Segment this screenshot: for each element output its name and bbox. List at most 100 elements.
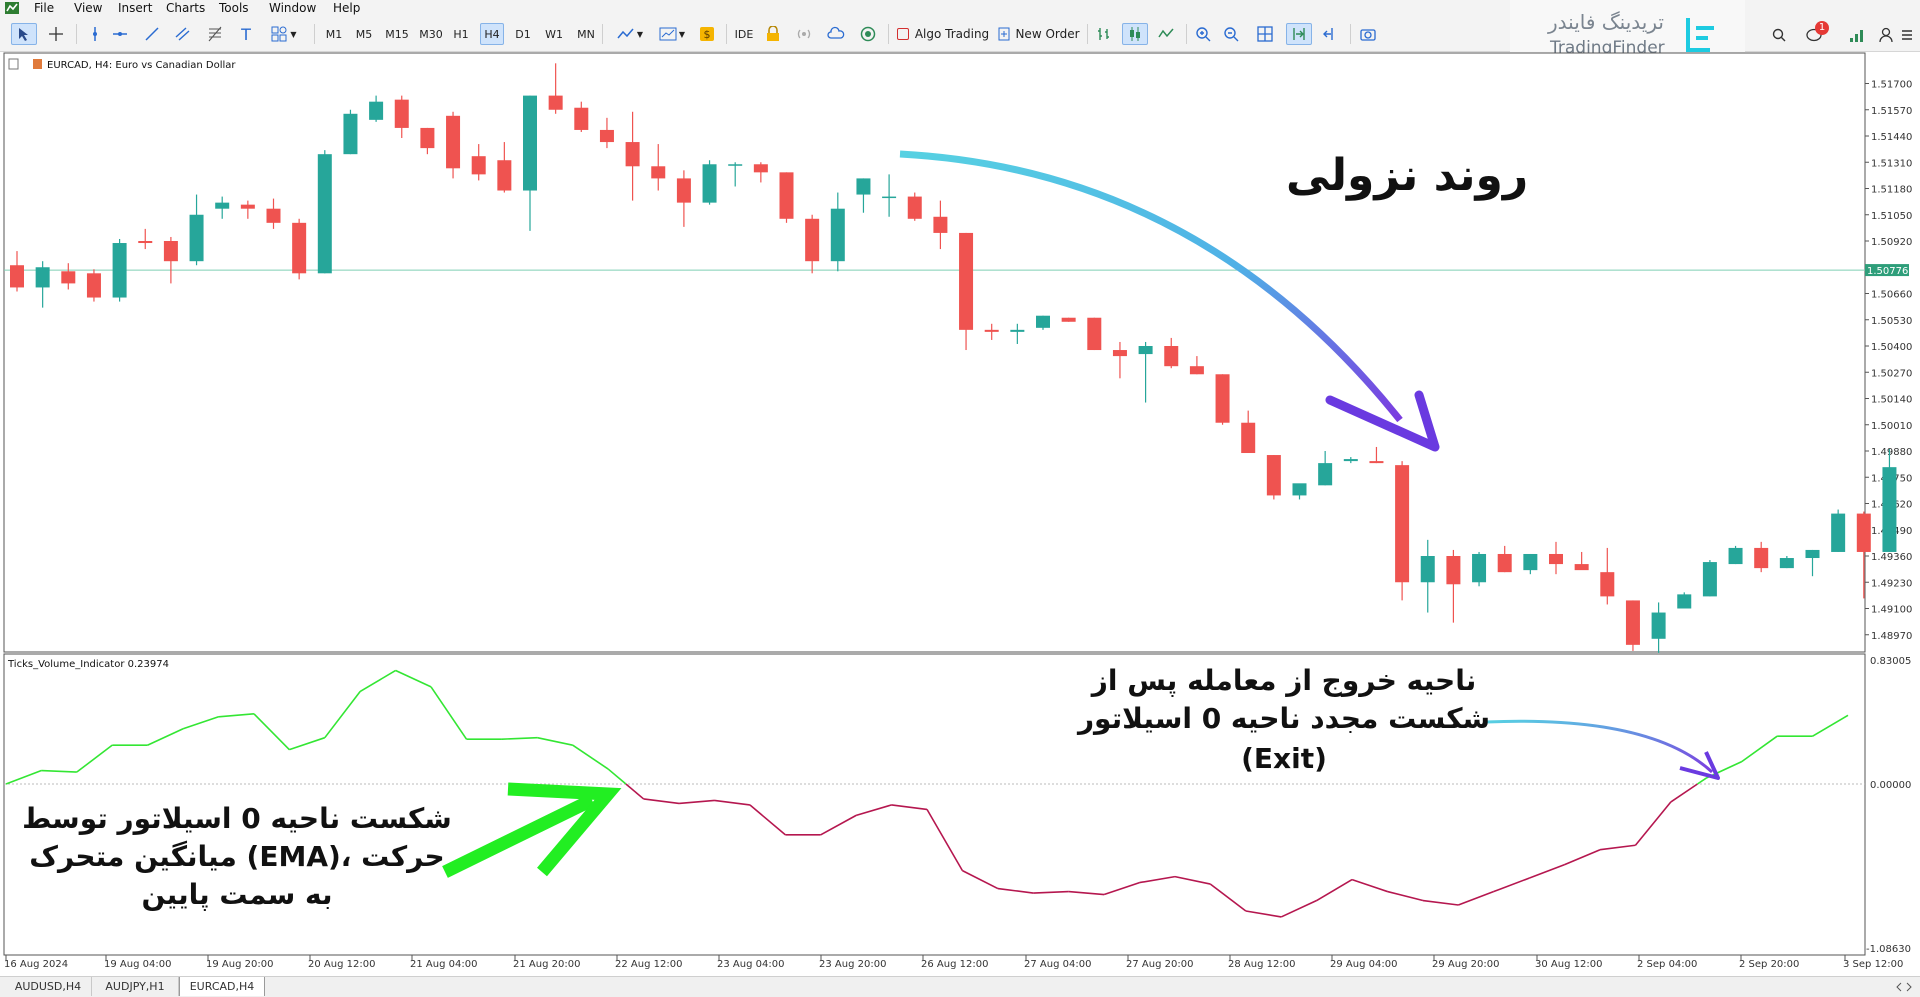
autoscroll-button[interactable] [1286, 23, 1312, 45]
indicators-button[interactable]: ▼ [654, 23, 690, 45]
oscillator-segment [1634, 801, 1672, 846]
oscillator-segment [41, 769, 77, 773]
quick-trade-icon[interactable] [33, 59, 42, 69]
candle [933, 200, 948, 250]
lock-button[interactable] [763, 23, 783, 45]
tab-audjpy-h1[interactable]: AUDJPY,H1 [92, 977, 179, 996]
bar-chart-button[interactable] [1093, 23, 1115, 45]
line-chart-icon [617, 28, 634, 39]
candle [1292, 483, 1307, 500]
menu-window[interactable]: Window [269, 1, 317, 15]
candle [1600, 547, 1615, 605]
zoom-in-button[interactable] [1192, 23, 1214, 45]
tile-windows-button[interactable] [1254, 23, 1276, 45]
candle [1164, 337, 1179, 369]
candle [1805, 549, 1820, 577]
candle [856, 178, 871, 213]
menu-tools[interactable]: Tools [219, 1, 249, 15]
search-icon[interactable] [1772, 28, 1786, 42]
cursor-tool-button[interactable] [11, 23, 37, 45]
candle [523, 95, 537, 231]
time-label: 23 Aug 20:00 [819, 959, 886, 970]
candle [1625, 600, 1640, 651]
menu-view[interactable]: View [74, 1, 103, 15]
chart-type-button[interactable]: ▼ [612, 23, 648, 45]
menu-icon[interactable] [1900, 28, 1914, 42]
candle [1446, 549, 1461, 623]
account-icon[interactable] [1878, 27, 1894, 43]
fibonacci-button[interactable] [204, 23, 226, 45]
break-arrowhead-icon [507, 782, 622, 877]
menu-charts[interactable]: Charts [166, 1, 206, 15]
oscillator-segment [1564, 848, 1601, 866]
candlestick-series [10, 63, 1897, 653]
algo-trading-button[interactable]: Algo Trading [894, 23, 992, 45]
timeframe-m15-button[interactable]: M15 [385, 27, 409, 41]
chart-shift-button[interactable] [1319, 23, 1341, 45]
price-label: 1.50660 [1871, 290, 1912, 301]
messages-icon[interactable] [1806, 28, 1822, 42]
text-tool-button[interactable]: T [236, 23, 256, 45]
oscillator-segment [324, 690, 361, 739]
vertical-line-button[interactable] [84, 23, 106, 45]
crosshair-button[interactable] [44, 23, 68, 45]
timeframe-m1-button[interactable]: M1 [325, 27, 343, 41]
cloud-button[interactable] [825, 23, 847, 45]
dollar-icon: $ [700, 27, 714, 41]
line-mode-button[interactable] [1155, 23, 1177, 45]
signal-button[interactable] [793, 23, 815, 45]
timeframe-m5-button[interactable]: M5 [355, 27, 373, 41]
zoom-out-button[interactable] [1220, 23, 1242, 45]
channel-button[interactable] [171, 23, 193, 45]
candle [1472, 551, 1487, 587]
time-axis[interactable]: 16 Aug 2024 19 Aug 04:00 19 Aug 20:00 20 Au… [4, 955, 1903, 970]
market-button[interactable]: $ [697, 23, 717, 45]
chart-canvas[interactable]: 1.51700 1.51570 1.51440 1.51310 1.51180 1.510… [0, 52, 1920, 978]
horizontal-line-button[interactable] [109, 23, 131, 45]
tab-eurcad-h4[interactable]: EURCAD,H4 [179, 977, 265, 996]
ide-button[interactable]: IDE [734, 27, 754, 41]
tabs-scroll-icon[interactable] [1896, 981, 1912, 993]
menu-insert[interactable]: Insert [118, 1, 153, 15]
candle [1318, 451, 1333, 486]
screenshot-button[interactable] [1357, 23, 1379, 45]
vps-button[interactable] [857, 23, 879, 45]
candle [676, 170, 691, 227]
candle [1728, 545, 1743, 565]
candle [625, 111, 640, 201]
oscillator-segment [678, 799, 715, 805]
zoom-out-icon [1224, 27, 1239, 42]
timeframe-mn-button[interactable]: MN [577, 27, 595, 41]
candle [1497, 545, 1512, 573]
timeframe-w1-button[interactable]: W1 [545, 27, 563, 41]
signal-strength-icon[interactable] [1849, 27, 1865, 43]
shapes-menu-button[interactable]: ▼ [266, 23, 302, 45]
menu-help[interactable]: Help [333, 1, 361, 15]
line-mode-icon [1158, 28, 1174, 38]
chart-menu-icon[interactable] [8, 58, 19, 70]
oscillator-segment [1812, 714, 1849, 737]
timeframe-m30-button[interactable]: M30 [419, 27, 443, 41]
trend-line-icon [145, 27, 159, 41]
tab-audusd-h4[interactable]: AUDUSD,H4 [5, 977, 92, 996]
price-label: 1.49100 [1871, 605, 1912, 616]
candlestick-button[interactable] [1122, 23, 1148, 45]
new-order-button[interactable]: New Order [997, 23, 1081, 45]
candle [1369, 446, 1384, 464]
notification-badge: 1 [1815, 21, 1829, 35]
fibonacci-icon [208, 26, 222, 42]
menu-file[interactable]: File [34, 1, 55, 15]
exit-label-line-1: ناحیه خروج از معامله پس از [1090, 664, 1476, 698]
timeframe-h4-button[interactable]: H4 [480, 23, 504, 45]
signal-icon [797, 29, 811, 39]
timeframe-h1-button[interactable]: H1 [453, 27, 469, 41]
break-label-line-3: به سمت پایین [141, 878, 332, 911]
symbol-header[interactable]: EURCAD, H4: Euro vs Canadian Dollar [8, 58, 236, 71]
time-label: 29 Aug 20:00 [1432, 959, 1499, 970]
trend-line-button[interactable] [141, 23, 163, 45]
candle [215, 196, 230, 219]
candle [574, 101, 589, 132]
oscillator-segment [1493, 877, 1530, 893]
chart-shift-icon [1323, 28, 1333, 40]
timeframe-d1-button[interactable]: D1 [515, 27, 531, 41]
